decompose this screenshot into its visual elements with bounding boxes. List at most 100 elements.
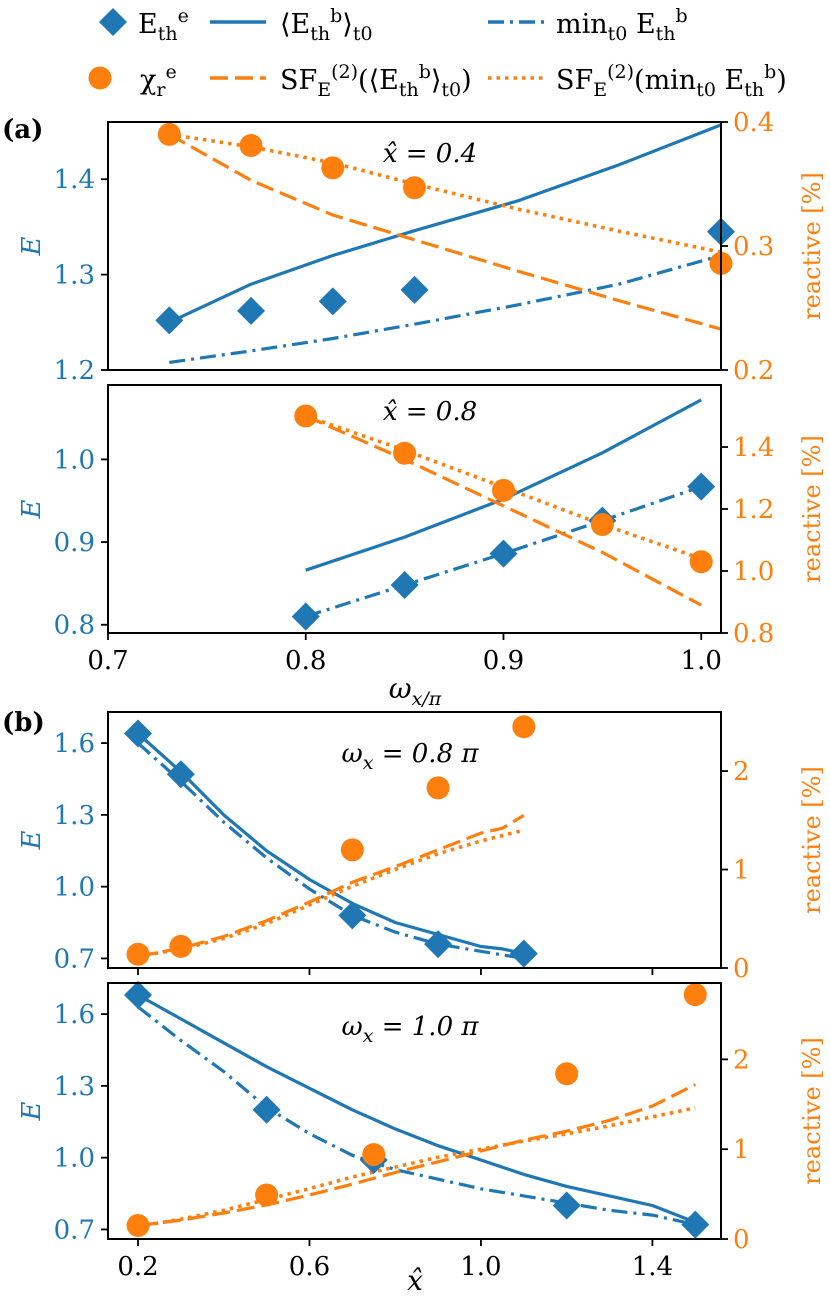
ylabel-right-a1: reactive [%] <box>798 172 826 320</box>
xtick-label-a2-2: 0.9 <box>483 646 524 676</box>
ytick-label-left-b2-2: 1.3 <box>54 1072 95 1102</box>
xtick-label-b2-2: 1.0 <box>460 1252 501 1282</box>
ytick-label-left-b2-3: 1.6 <box>54 1000 95 1030</box>
chart-a2: 0.8 0.9 1.0 0.8 1.0 1.2 1.4 0.7 0.8 0.9 1.0 E reacti… <box>17 384 826 710</box>
circle-point-b2-1 <box>255 1183 279 1207</box>
circle-point-a2-1 <box>393 441 417 465</box>
solid-line-b2 <box>137 993 696 1224</box>
ylabel-left-a1: E <box>17 236 47 256</box>
diamond-point-b1-4 <box>509 939 538 968</box>
annotation-a2: x̂ = 0.8 <box>383 397 477 427</box>
ylabel-left-a2: E <box>17 499 47 519</box>
legend-diamond-icon <box>99 8 127 36</box>
circle-point-b2-4 <box>683 983 707 1007</box>
xtick-label-b2-3: 1.4 <box>632 1252 673 1282</box>
legend-dotted-sf-min: SFE​(2)​(mint0​ Eth​b​) <box>488 61 787 101</box>
diamond-point-a2-2 <box>489 539 518 568</box>
diamond-point-a2-1 <box>390 571 419 600</box>
ylabel-left-b2: E <box>17 1101 47 1121</box>
xlabel-b2: x̂ <box>407 1264 423 1297</box>
diamond-point-b2-3 <box>552 1191 581 1220</box>
dashed-line-a2 <box>305 414 702 607</box>
ytick-label-left-b1-1: 1.0 <box>54 873 95 903</box>
ytick-label-left-b1-3: 1.6 <box>54 729 95 759</box>
axes-frame-b1 <box>107 711 722 969</box>
xtick-label-a2-3: 1.0 <box>681 646 722 676</box>
legend-label-2: mint0​ Eth​b​ <box>556 5 688 45</box>
solid-line-a1 <box>168 123 721 324</box>
dotted-line-b2 <box>137 1106 696 1229</box>
circle-point-a1-3 <box>403 176 426 200</box>
ytick-label-right-a1-0: 0.2 <box>733 356 774 386</box>
panel-label-b: (b) <box>2 708 45 738</box>
ylabel-right-b1: reactive [%] <box>798 766 826 914</box>
axes-frame-b2 <box>107 982 722 1240</box>
circle-point-a2-0 <box>294 404 318 428</box>
ytick-label-right-a2-2: 1.2 <box>733 495 774 525</box>
xtick-label-b2-0: 0.2 <box>117 1252 158 1282</box>
ytick-label-left-b1-0: 0.7 <box>54 944 95 974</box>
circle-point-b1-2 <box>340 838 364 862</box>
ytick-label-right-b2-2: 2 <box>733 1045 750 1075</box>
legend-circle-icon <box>88 66 112 90</box>
legend: Eth​e​ ⟨Eth​b​⟩t0​ mint0​ Eth​b​ χr​e​ SFE​(… <box>88 5 787 101</box>
annotation-b2: ωx​ = 1.0 π <box>342 1012 480 1047</box>
circle-point-b1-1 <box>169 934 193 958</box>
markers-b2 <box>124 980 710 1239</box>
legend-dashed-sf-mean: SFE​(2)​(⟨Eth​b​⟩t0​) <box>210 61 472 101</box>
ytick-label-right-a2-3: 1.4 <box>733 433 774 463</box>
panel-label-a: (a) <box>2 115 43 145</box>
xtick-label-a2-1: 0.8 <box>285 646 326 676</box>
ytick-label-right-a2-1: 1.0 <box>733 557 774 587</box>
ytick-label-right-a2-0: 0.8 <box>733 619 774 649</box>
ytick-label-left-b2-0: 0.7 <box>54 1215 95 1245</box>
diamond-point-a1-1 <box>237 296 266 325</box>
circle-point-b1-4 <box>512 715 536 739</box>
ytick-label-left-b2-1: 1.0 <box>54 1144 95 1174</box>
plots: 1.2 1.3 1.4 0.2 0.3 0.4 E reactive [%] x̂ = 0.4 0… <box>17 108 826 1297</box>
dashed-line-b1 <box>137 814 525 958</box>
ytick-label-right-b1-2: 2 <box>733 757 750 787</box>
ytick-label-right-a1-2: 0.4 <box>733 108 774 138</box>
series-a2 <box>305 398 702 619</box>
diamond-point-a1-3 <box>400 275 429 304</box>
diamond-point-b2-1 <box>252 1095 281 1124</box>
markers-b1 <box>124 715 538 968</box>
xtick-label-b2-1: 0.6 <box>289 1252 330 1282</box>
annotation-a1: x̂ = 0.4 <box>383 139 477 169</box>
ytick-label-right-b1-1: 1 <box>733 856 750 886</box>
legend-label-4: SFE​(2)​(⟨Eth​b​⟩t0​) <box>280 61 472 101</box>
xtick-label-a2-0: 0.7 <box>87 646 128 676</box>
circle-point-a1-1 <box>239 134 263 158</box>
circle-point-b2-0 <box>126 1214 150 1238</box>
legend-circle-chi: χr​e​ <box>88 61 177 101</box>
ytick-label-right-b2-1: 1 <box>733 1135 750 1165</box>
ylabel-right-b2: reactive [%] <box>798 1037 826 1185</box>
series-b2 <box>137 993 697 1229</box>
legend-label-0: Eth​e​ <box>138 5 189 45</box>
circle-point-a2-4 <box>689 550 713 574</box>
chart-a1: 1.2 1.3 1.4 0.2 0.3 0.4 E reactive [%] x̂ = 0.4 <box>17 108 826 386</box>
diamond-point-b1-0 <box>124 719 153 748</box>
legend-diamond-eth-e: Eth​e​ <box>99 5 189 45</box>
circle-point-b1-3 <box>426 776 450 800</box>
dotted-line-b1 <box>137 828 525 958</box>
dashdot-line-b1 <box>136 741 525 960</box>
chart-b2: 0.7 1.0 1.3 1.6 0 1 2 0.2 0.6 1.0 1.4 E reactive [%]… <box>17 980 826 1297</box>
ytick-label-left-a2-2: 1.0 <box>54 445 95 475</box>
dashed-line-a1 <box>168 133 721 331</box>
series-a1 <box>168 123 721 364</box>
circle-point-a1-2 <box>321 156 345 180</box>
ytick-label-left-a2-0: 0.8 <box>54 611 95 641</box>
ytick-label-right-b2-0: 0 <box>733 1225 750 1255</box>
ytick-label-right-a1-1: 0.3 <box>733 232 774 262</box>
diamond-point-b1-2 <box>338 901 367 930</box>
diamond-point-b2-0 <box>124 980 153 1009</box>
legend-label-3: χr​e​ <box>140 61 177 101</box>
diamond-point-a2-4 <box>687 472 716 501</box>
legend-label-5: SFE​(2)​(mint0​ Eth​b​) <box>556 61 787 101</box>
ytick-label-right-b1-0: 0 <box>733 954 750 984</box>
diamond-point-b1-3 <box>424 930 453 959</box>
diamond-point-a1-0 <box>155 306 184 335</box>
